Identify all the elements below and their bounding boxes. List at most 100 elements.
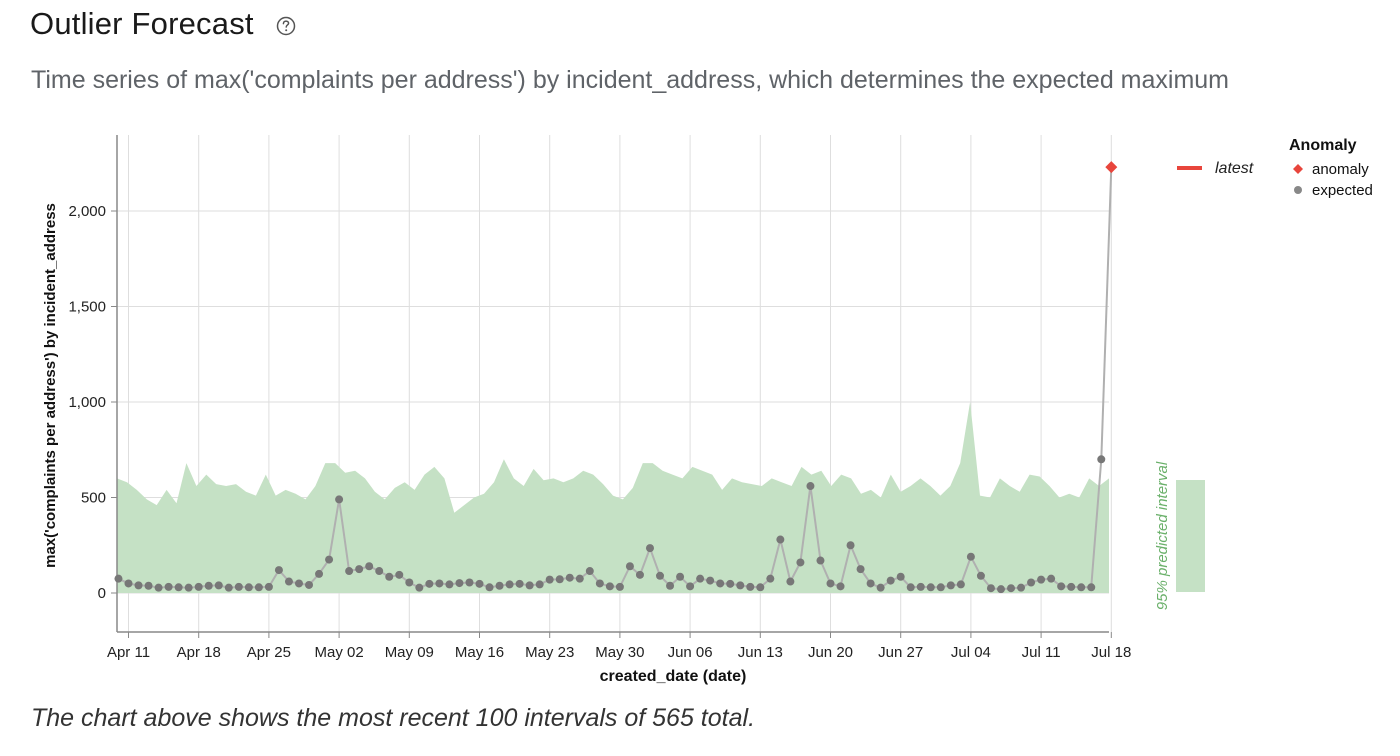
x-tick-label: May 09	[385, 644, 434, 661]
legend-anomaly-marker	[1293, 164, 1303, 174]
expected-point	[836, 582, 845, 591]
expected-point	[355, 565, 364, 574]
expected-point	[505, 580, 514, 589]
x-tick-label: Jul 18	[1091, 644, 1131, 661]
expected-point	[274, 566, 283, 575]
expected-point	[656, 571, 665, 580]
expected-point	[415, 583, 424, 592]
expected-point	[455, 579, 464, 588]
expected-point	[1037, 575, 1046, 584]
x-tick-label: Jun 20	[808, 644, 853, 661]
interval-legend-label: 95% predicted interval	[1154, 461, 1171, 610]
expected-point	[615, 582, 624, 591]
x-tick-label: Apr 25	[247, 644, 291, 661]
expected-point	[816, 556, 825, 565]
expected-point	[435, 579, 444, 588]
expected-point	[144, 581, 153, 590]
expected-point	[635, 570, 644, 579]
expected-point	[1077, 583, 1086, 592]
expected-point	[696, 574, 705, 583]
expected-point	[214, 581, 223, 590]
anomaly-point	[1105, 161, 1118, 174]
page-subtitle: Time series of max('complaints per addre…	[31, 66, 1230, 94]
expected-point	[254, 583, 263, 592]
expected-point	[686, 582, 695, 591]
expected-point	[335, 495, 344, 504]
expected-point	[475, 579, 484, 588]
x-tick-label: May 30	[595, 644, 644, 661]
expected-point	[305, 580, 314, 589]
expected-point	[595, 579, 604, 588]
x-tick-label: Apr 18	[177, 644, 221, 661]
expected-point	[204, 581, 213, 590]
expected-point	[746, 582, 755, 591]
expected-point	[1047, 574, 1056, 583]
x-tick-label: May 16	[455, 644, 504, 661]
x-tick-label: Jun 06	[668, 644, 713, 661]
expected-point	[325, 555, 334, 564]
expected-point	[174, 583, 183, 592]
expected-point	[284, 577, 293, 586]
expected-point	[545, 575, 554, 584]
expected-point	[1027, 578, 1036, 587]
expected-point	[495, 581, 504, 590]
expected-point	[956, 580, 965, 589]
y-tick-label: 2,000	[68, 203, 106, 220]
expected-point	[535, 580, 544, 589]
expected-point	[776, 535, 785, 544]
expected-point	[555, 575, 564, 584]
expected-point	[916, 582, 925, 591]
expected-point	[1017, 583, 1026, 592]
expected-point	[1087, 583, 1096, 592]
expected-point	[856, 565, 865, 574]
expected-point	[395, 570, 404, 579]
expected-point	[525, 581, 534, 590]
question-circle-icon[interactable]	[276, 16, 296, 36]
expected-point	[866, 579, 875, 588]
forecast-chart: Apr 11 Apr 18 Apr 25 May 02 May 09 May 16 May …	[42, 135, 1373, 685]
legend-expected-marker	[1294, 186, 1302, 194]
x-axis-title: created_date (date)	[600, 668, 747, 685]
expected-point	[345, 567, 354, 576]
expected-point	[485, 583, 494, 592]
x-tick-label: Jun 27	[878, 644, 923, 661]
expected-point	[184, 583, 193, 592]
expected-point	[886, 576, 895, 585]
latest-legend-label: latest	[1215, 160, 1254, 177]
expected-point	[365, 562, 374, 571]
expected-point	[976, 571, 985, 580]
expected-point	[936, 583, 945, 592]
expected-point	[896, 572, 905, 581]
expected-point	[264, 582, 273, 591]
y-tick-label: 500	[81, 490, 106, 507]
expected-point	[796, 558, 805, 567]
expected-point	[234, 582, 243, 591]
expected-point	[244, 583, 253, 592]
expected-point	[1097, 455, 1106, 464]
expected-point	[134, 581, 143, 590]
expected-point	[766, 574, 775, 583]
expected-point	[846, 541, 855, 550]
legend-title: Anomaly	[1289, 137, 1357, 154]
expected-point	[515, 579, 524, 588]
expected-point	[986, 584, 995, 593]
expected-point	[385, 572, 394, 581]
interval-legend-swatch	[1176, 480, 1205, 592]
expected-point	[605, 582, 614, 591]
expected-point	[726, 579, 735, 588]
x-tick-label: May 02	[314, 644, 363, 661]
expected-point	[565, 573, 574, 582]
expected-point	[946, 581, 955, 590]
expected-point	[676, 572, 685, 581]
expected-point	[826, 579, 835, 588]
x-tick-label: May 23	[525, 644, 574, 661]
expected-point	[375, 567, 384, 576]
expected-point	[224, 583, 233, 592]
expected-point	[926, 583, 935, 592]
expected-point	[706, 576, 715, 585]
expected-point	[294, 579, 303, 588]
expected-point	[114, 574, 123, 583]
expected-point	[716, 579, 725, 588]
y-axis-title: max('complaints per address') by inciden…	[42, 203, 59, 568]
